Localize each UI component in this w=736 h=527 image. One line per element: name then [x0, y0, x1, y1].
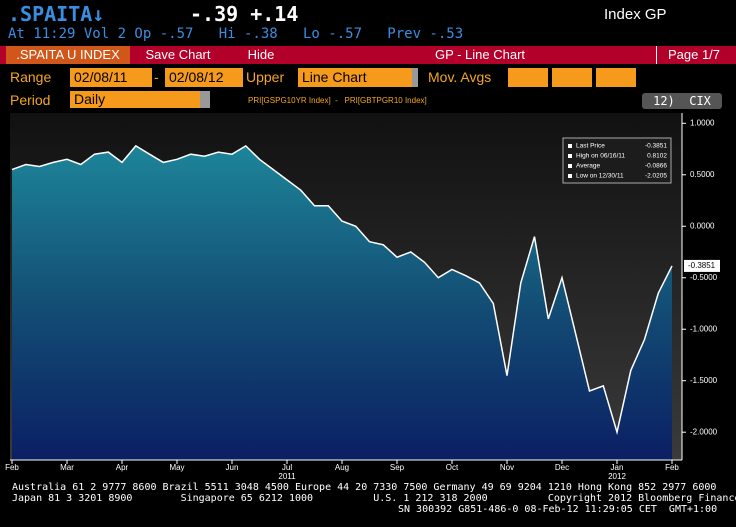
- legend-value: 0.8102: [647, 153, 667, 160]
- legend-swatch: [568, 144, 572, 148]
- x-tick-label: Oct: [446, 463, 459, 472]
- save-button[interactable]: Save Chart: [138, 46, 218, 64]
- page-indicator[interactable]: Page 1/7: [656, 46, 731, 64]
- x-tick-label: Feb: [665, 463, 679, 472]
- y-tick-label: -2.0000: [690, 427, 718, 436]
- x-tick-label: Feb: [5, 463, 19, 472]
- footer-line: Australia 61 2 9777 8600 Brazil 5511 304…: [12, 482, 717, 493]
- y-tick-label: 0.0000: [690, 221, 715, 230]
- period-label: Period: [10, 92, 51, 108]
- legend-value: -0.3851: [645, 143, 667, 150]
- x-tick-label: Aug: [335, 463, 349, 472]
- legend-label: Low on 12/30/11: [576, 173, 624, 180]
- dash: -: [154, 69, 159, 85]
- y-tick-label: 1.0000: [690, 118, 715, 127]
- footer-line: SN 300392 G851-486-0 08-Feb-12 11:29:05 …: [398, 504, 718, 515]
- mov-avg-input[interactable]: [596, 68, 636, 87]
- stats-line: At 11:29 Vol 2 Op -.57 Hi -.38 Lo -.57 P…: [8, 26, 464, 42]
- area: [12, 145, 672, 460]
- security-tab[interactable]: .SPAITA U INDEX: [6, 46, 130, 64]
- y-tick-label: -0.5000: [690, 273, 718, 282]
- mov-avgs-label: Mov. Avgs: [428, 69, 492, 85]
- upper-select[interactable]: Line Chart: [298, 68, 412, 87]
- mov-avg-input[interactable]: [552, 68, 592, 87]
- ticker: .SPAITA↓: [8, 2, 105, 26]
- legend-value: -0.0866: [645, 163, 667, 170]
- legend-swatch: [568, 174, 572, 178]
- x-tick-label: Dec: [555, 463, 569, 472]
- mov-avg-input[interactable]: [508, 68, 548, 87]
- quote: -.39 +.14: [190, 2, 299, 26]
- end-date[interactable]: 02/08/12: [165, 68, 243, 87]
- x-tick-label: Apr: [116, 463, 129, 472]
- price-marker-label: -0.3851: [688, 261, 716, 270]
- y-tick-label: -1.5000: [690, 376, 718, 385]
- legend-label: High on 06/16/11: [576, 153, 625, 160]
- legend-box: [562, 137, 672, 184]
- x-tick-label: Nov: [500, 463, 514, 472]
- year-label: 2011: [278, 472, 296, 481]
- x-tick-label: Jan: [611, 463, 624, 472]
- legend-label: Last Price: [576, 143, 605, 150]
- legend-label: Average: [576, 163, 600, 170]
- range-label: Range: [10, 69, 52, 85]
- legend-swatch: [568, 164, 572, 168]
- y-tick-label: -1.0000: [690, 324, 718, 333]
- x-tick-label: Jul: [282, 463, 292, 472]
- security: Index GP: [604, 6, 667, 23]
- x-tick-label: Sep: [390, 463, 405, 472]
- period-select[interactable]: Daily: [70, 91, 200, 108]
- year-label: 2012: [608, 472, 626, 481]
- upper-label: Upper: [246, 69, 285, 85]
- x-tick-label: Jun: [226, 463, 239, 472]
- legend-value: -2.0205: [645, 173, 667, 180]
- footer-line: Japan 81 3 3201 8900 Singapore 65 6212 1…: [12, 493, 736, 504]
- start-date[interactable]: 02/08/11: [70, 68, 152, 87]
- hide-button[interactable]: Hide: [226, 46, 296, 64]
- y-tick-label: 0.5000: [690, 170, 715, 179]
- line: [11, 144, 673, 436]
- legend-swatch: [568, 154, 572, 158]
- dropdown-arrow[interactable]: [412, 68, 418, 87]
- dropdown-arrow[interactable]: [200, 91, 210, 108]
- price-marker: [684, 259, 720, 272]
- cix-button[interactable]: 12) CIX: [642, 93, 722, 109]
- formula: PRI[GSPG10YR Index] - PRI[GBTPGR10 Index…: [248, 96, 427, 105]
- x-tick-label: Mar: [60, 463, 74, 472]
- x-tick-label: May: [169, 463, 184, 472]
- toolbar-title: GP - Line Chart: [400, 46, 560, 64]
